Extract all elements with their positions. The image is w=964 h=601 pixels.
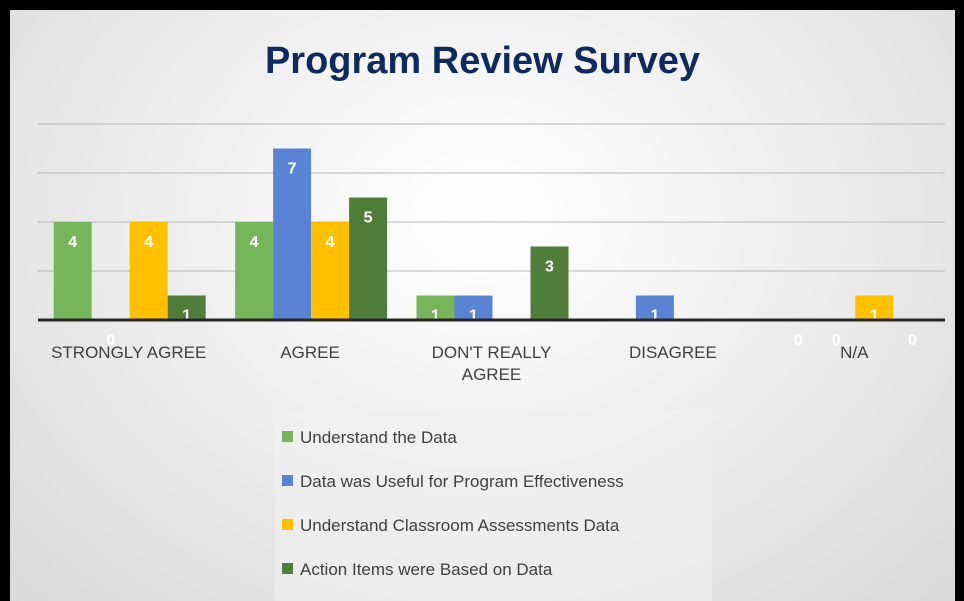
bar bbox=[855, 295, 894, 320]
legend-label: Action Items were Based on Data bbox=[300, 560, 553, 579]
chart-title: Program Review Survey bbox=[264, 40, 701, 82]
x-tick-label: N/A bbox=[840, 343, 869, 362]
chart: 4 0 4 1 4 7 4 5 1 1 3 1 0 0 1 0 Understand the Data Data … bbox=[38, 123, 945, 601]
legend-label: Data was Useful for Program Effectivenes… bbox=[300, 472, 624, 491]
data-label: 4 bbox=[144, 234, 153, 251]
data-label: 1 bbox=[182, 308, 191, 325]
data-label: 4 bbox=[68, 234, 77, 251]
legend-swatch bbox=[282, 519, 293, 530]
data-label: 0 bbox=[908, 332, 917, 349]
legend-label: Understand the Data bbox=[300, 428, 457, 447]
chart-frame: Program Review Survey 4 0 4 1 4 7 4 5 1 1 3 1 0 0 1 0 Un… bbox=[10, 10, 955, 601]
x-tick-label: DISAGREE bbox=[628, 343, 717, 362]
bar bbox=[53, 222, 92, 320]
bar bbox=[349, 197, 388, 320]
bar bbox=[311, 222, 350, 320]
legend-swatch bbox=[282, 431, 293, 442]
legend-label: Understand Classroom Assessments Data bbox=[300, 516, 620, 535]
legend-box bbox=[275, 410, 712, 601]
bar bbox=[530, 246, 569, 320]
data-label: 7 bbox=[288, 161, 297, 178]
data-label: 1 bbox=[870, 308, 879, 325]
data-label: 1 bbox=[650, 308, 659, 325]
bar bbox=[454, 295, 493, 320]
x-tick-label: AGREE bbox=[280, 343, 340, 362]
legend-swatch bbox=[282, 563, 293, 574]
bar bbox=[635, 295, 674, 320]
data-label: 4 bbox=[250, 234, 259, 251]
data-label: 0 bbox=[832, 332, 841, 349]
bar bbox=[167, 295, 206, 320]
data-label: 0 bbox=[794, 332, 803, 349]
bar bbox=[129, 222, 168, 320]
data-label: 1 bbox=[431, 308, 440, 325]
data-label: 1 bbox=[469, 308, 478, 325]
data-label: 3 bbox=[545, 259, 554, 276]
bar bbox=[235, 222, 274, 320]
bar bbox=[416, 295, 455, 320]
x-tick-label: DON'T REALLY AGREE bbox=[431, 343, 552, 384]
legend-swatch bbox=[282, 475, 293, 486]
data-label: 5 bbox=[364, 210, 373, 227]
x-tick-label: STRONGLY AGREE bbox=[51, 343, 207, 362]
data-label: 4 bbox=[326, 234, 335, 251]
bar bbox=[273, 148, 312, 320]
data-label: 0 bbox=[106, 332, 115, 349]
